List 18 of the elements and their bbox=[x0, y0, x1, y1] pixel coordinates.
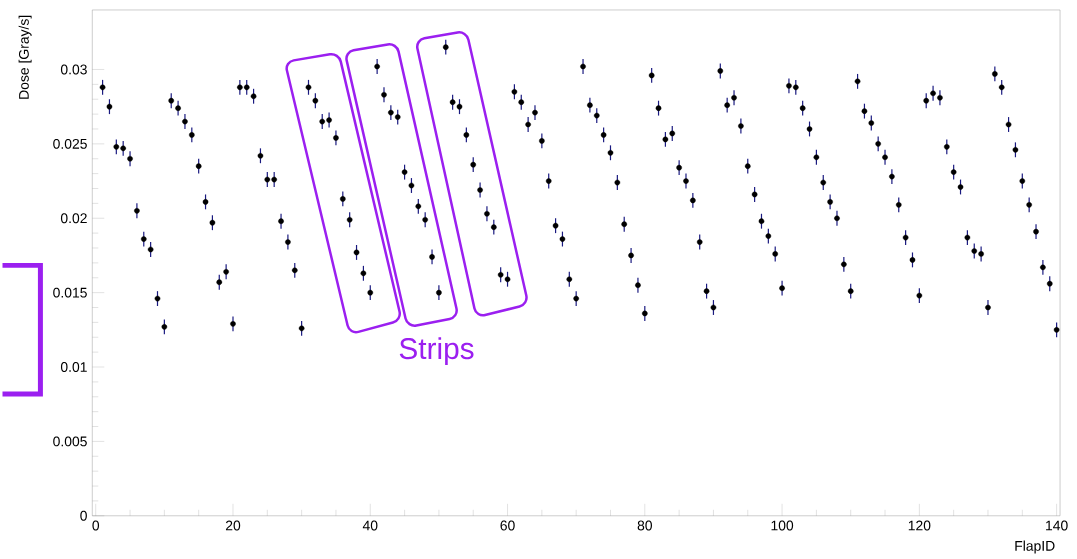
y-tick-label: 0.02 bbox=[60, 213, 87, 224]
x-tick-label: 20 bbox=[225, 520, 241, 531]
x-tick-label: 140 bbox=[1046, 520, 1068, 531]
x-axis-title: FlapID bbox=[1015, 540, 1055, 554]
y-tick-label: 0.025 bbox=[53, 139, 87, 149]
x-tick-label: 40 bbox=[362, 520, 378, 531]
x-tick-label: 120 bbox=[908, 520, 931, 531]
x-tick-label: 100 bbox=[771, 520, 794, 531]
y-tick-label: 0.005 bbox=[53, 436, 87, 447]
y-tick-label: 0.03 bbox=[60, 64, 87, 75]
x-tick-label: 0 bbox=[92, 520, 100, 531]
y-tick-label: 0.015 bbox=[53, 287, 87, 298]
annotation: Strips bbox=[399, 337, 474, 366]
y-axis-title: Dose [Gray/s] bbox=[18, 15, 32, 99]
x-tick-label: 60 bbox=[500, 520, 515, 531]
x-tick-label: 80 bbox=[637, 520, 653, 531]
y-tick-label: 0 bbox=[80, 511, 87, 521]
y-tick-label: 0.01 bbox=[60, 362, 87, 373]
